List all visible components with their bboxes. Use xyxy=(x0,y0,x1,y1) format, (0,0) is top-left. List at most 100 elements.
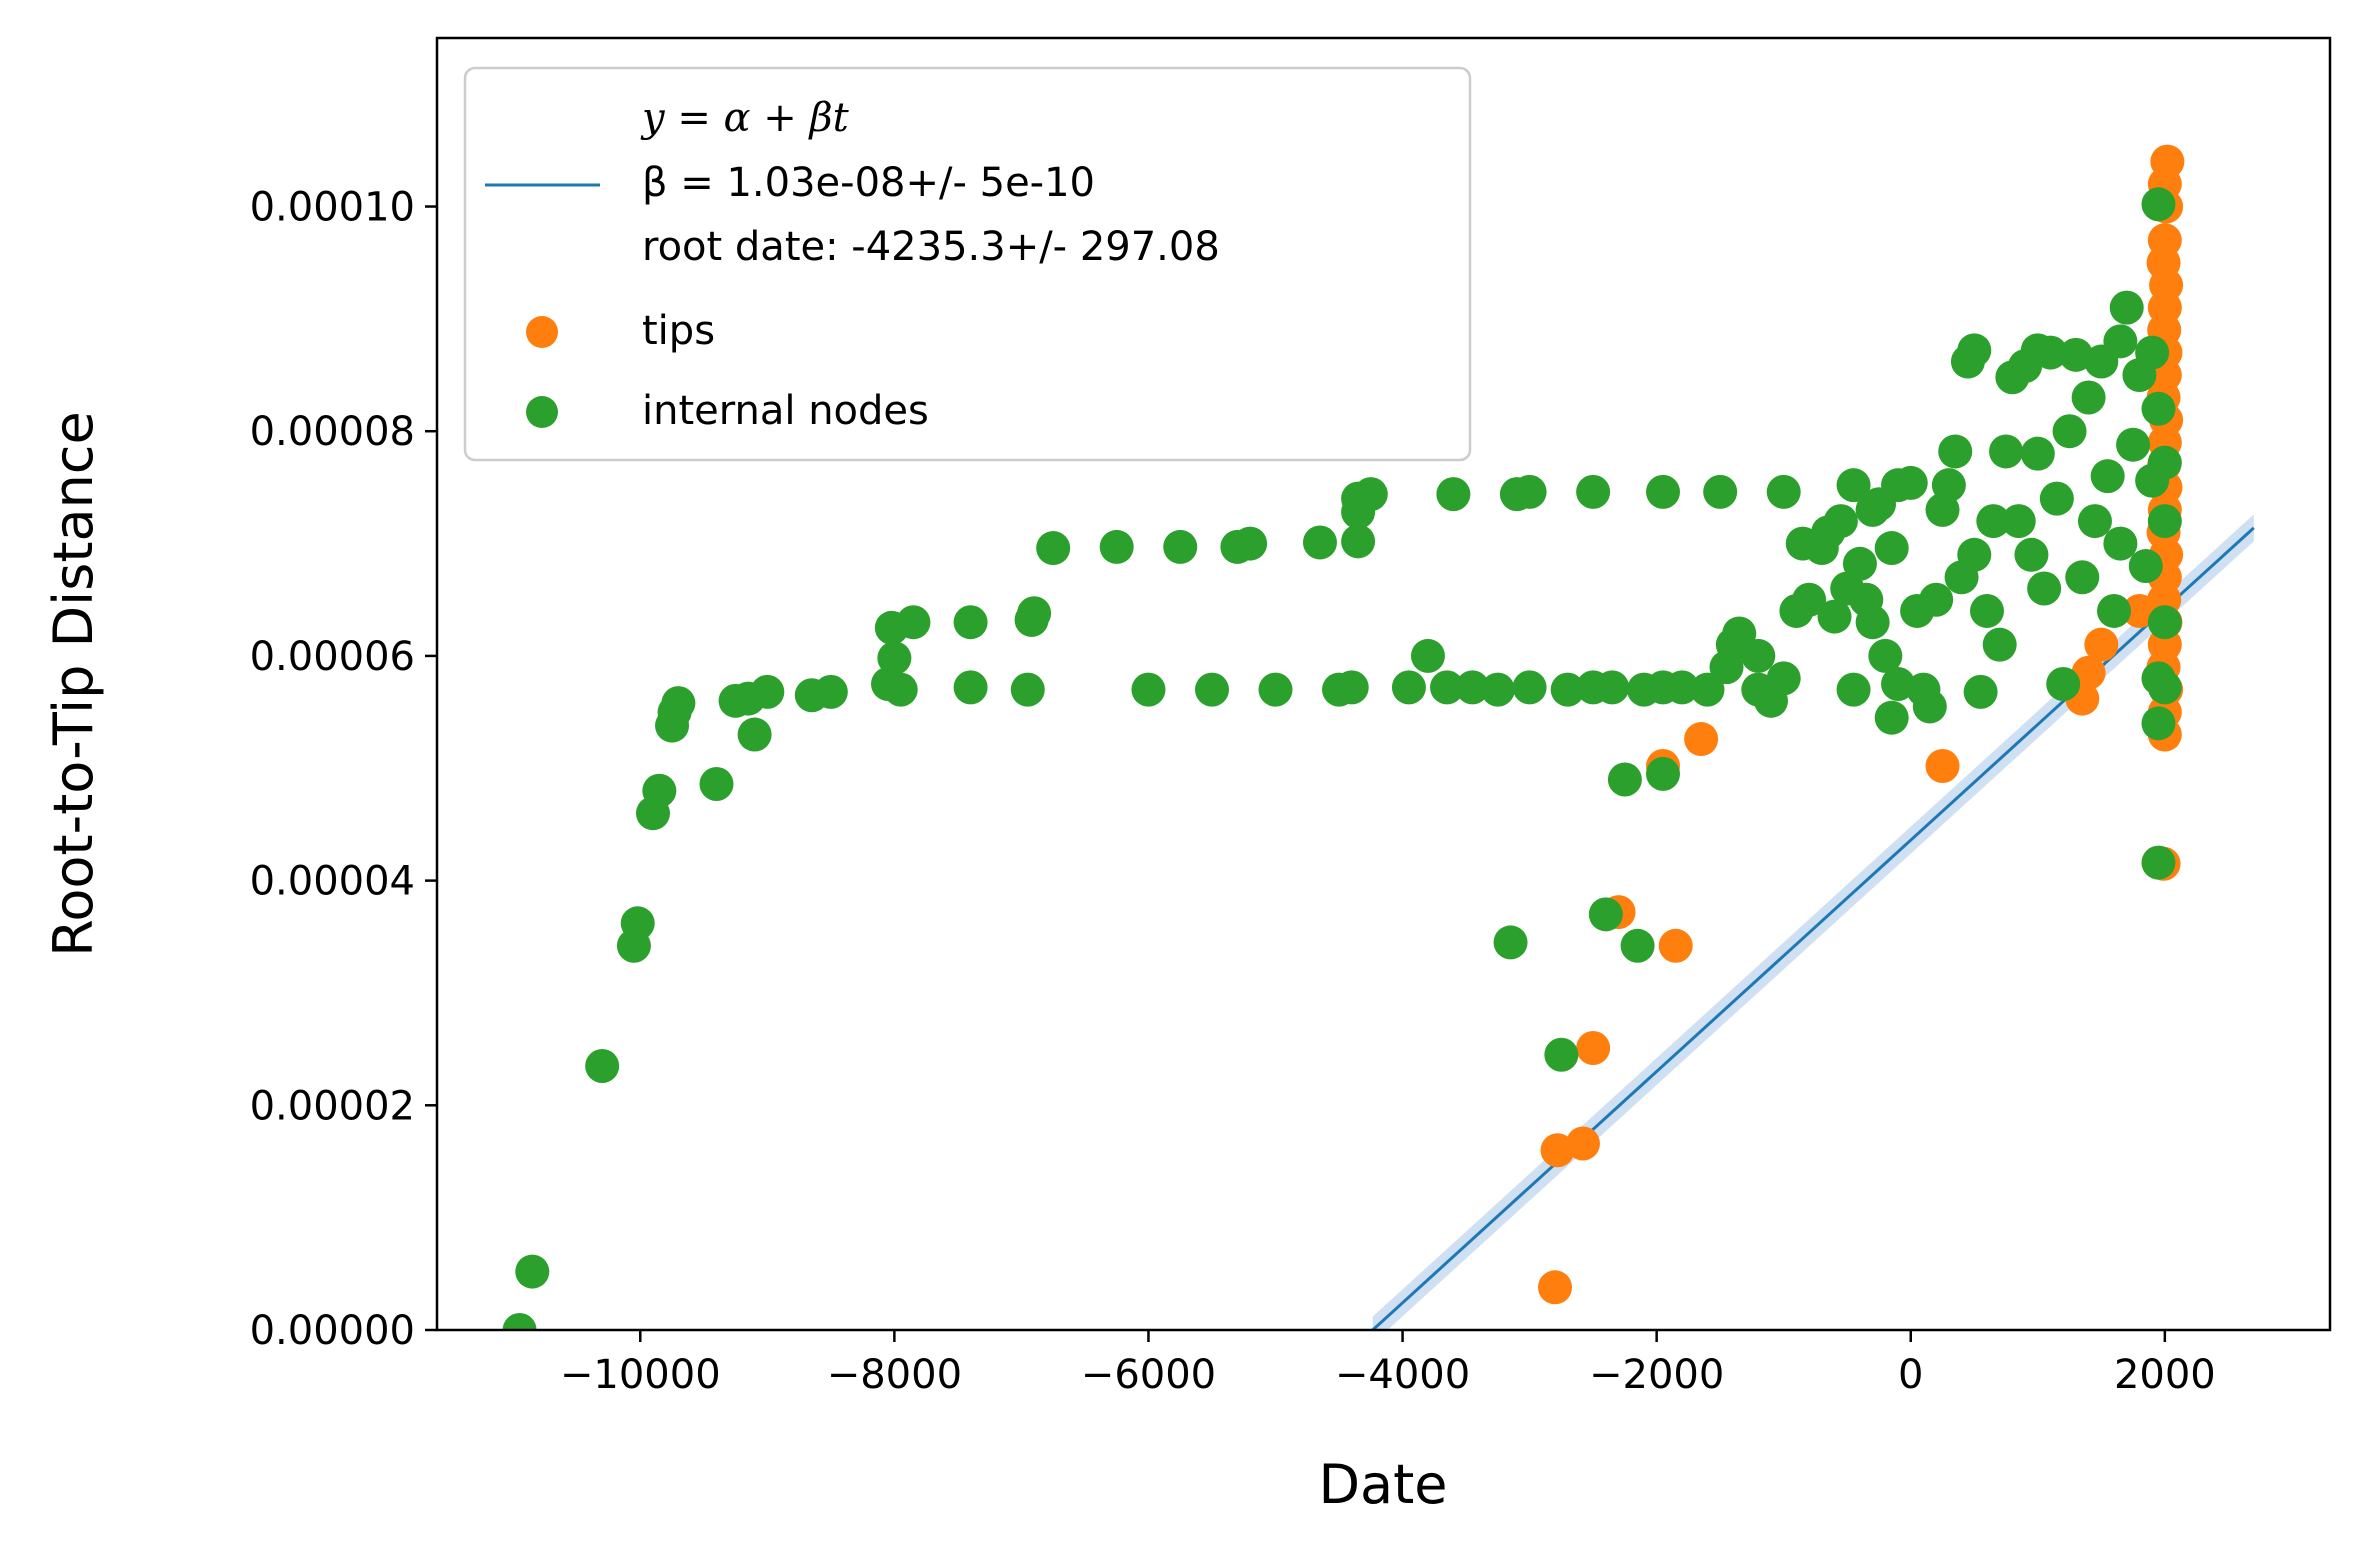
internal-node-point xyxy=(2014,537,2049,572)
internal-node-point xyxy=(1855,605,1890,640)
internal-node-point xyxy=(2116,427,2151,462)
plot-frame xyxy=(435,36,2332,1332)
internal-node-point xyxy=(2027,571,2062,606)
internal-node-point xyxy=(2033,335,2068,370)
internal-node-point xyxy=(2141,187,2176,222)
internal-node-point xyxy=(1931,468,1966,503)
x-tick-label: −10000 xyxy=(560,1352,721,1398)
internal-node-point xyxy=(2090,459,2125,494)
internal-node-point xyxy=(1836,468,1871,503)
internal-node-point xyxy=(2141,391,2176,426)
internal-node-point xyxy=(2147,670,2182,705)
legend-internal-swatch xyxy=(526,396,558,428)
internal-node-point xyxy=(1410,638,1445,673)
internal-node-point xyxy=(699,766,734,801)
internal-node-point xyxy=(515,1254,550,1289)
x-tick-label: −2000 xyxy=(1589,1352,1724,1398)
internal-node-point xyxy=(1722,616,1757,651)
internal-node-point xyxy=(737,717,772,752)
tip-point xyxy=(1540,1133,1575,1168)
internal-node-point xyxy=(1792,582,1827,617)
tip-point xyxy=(1576,1031,1611,1066)
internal-node-point xyxy=(1131,672,1166,707)
legend: y = α + βt β = 1.03e-08+/- 5e-10 root da… xyxy=(463,66,1472,462)
internal-node-point xyxy=(1823,504,1858,539)
internal-node-point xyxy=(883,672,918,707)
confidence-band xyxy=(1372,514,2254,1330)
internal-node-point xyxy=(953,605,988,640)
tip-point xyxy=(1565,1126,1600,1161)
internal-node-point xyxy=(1817,599,1852,634)
internal-node-point xyxy=(1868,638,1903,673)
plot-area xyxy=(502,144,2255,1330)
internal-node-point xyxy=(661,686,696,721)
y-tick-label: 0.00002 xyxy=(250,1083,415,1129)
y-tick-label: 0.00000 xyxy=(250,1308,415,1354)
legend-line-label-3: root date: -4235.3+/- 297.08 xyxy=(642,224,1220,270)
internal-node-point xyxy=(1341,524,1376,559)
internal-node-point xyxy=(1690,672,1725,707)
y-tick-label: 0.00008 xyxy=(250,409,415,455)
internal-node-point xyxy=(1233,526,1268,561)
internal-node-point xyxy=(1836,672,1871,707)
legend-tips-swatch xyxy=(526,316,558,348)
internal-node-point xyxy=(1607,762,1642,797)
internal-node-point xyxy=(2077,504,2112,539)
internal-node-point xyxy=(1741,638,1776,673)
internal-node-point xyxy=(1512,474,1547,509)
internal-node-point xyxy=(642,773,677,808)
internal-node-point xyxy=(1753,683,1788,718)
internal-node-point xyxy=(620,906,655,941)
x-tick-label: −6000 xyxy=(1081,1352,1216,1398)
internal-node-point xyxy=(1512,670,1547,705)
internal-node-point xyxy=(502,1313,537,1330)
internal-node-point xyxy=(1493,925,1528,960)
internal-node-point xyxy=(1588,897,1623,932)
internal-node-point xyxy=(1099,529,1134,564)
y-tick-label: 0.00010 xyxy=(250,185,415,231)
confidence-band-layer xyxy=(1372,514,2254,1330)
y-axis-label: Root-to-Tip Distance xyxy=(42,411,105,956)
internal-node-point xyxy=(1969,593,2004,628)
internal-node-point xyxy=(896,605,931,640)
internal-node-point xyxy=(1957,537,1992,572)
internal-node-point xyxy=(953,670,988,705)
legend-tips-label: tips xyxy=(642,308,715,354)
internal-node-point xyxy=(1017,596,1052,631)
internal-nodes-series xyxy=(502,187,2182,1330)
internal-node-point xyxy=(2147,445,2182,480)
internal-node-point xyxy=(1874,531,1909,566)
internal-node-point xyxy=(1194,672,1229,707)
internal-node-point xyxy=(1982,627,2017,662)
internal-node-point xyxy=(2001,504,2036,539)
y-tick-label: 0.00006 xyxy=(250,634,415,680)
internal-node-point xyxy=(1957,333,1992,368)
internal-node-point xyxy=(1766,474,1801,509)
x-axis-label: Date xyxy=(1318,1453,1447,1516)
internal-node-point xyxy=(2020,436,2055,471)
internal-node-point xyxy=(750,674,785,709)
internal-node-point xyxy=(1620,928,1655,963)
internal-node-point xyxy=(1334,670,1369,705)
internal-node-point xyxy=(1258,672,1293,707)
internal-node-point xyxy=(1646,756,1681,791)
internal-node-point xyxy=(1036,531,1071,566)
regression-line xyxy=(1371,526,2255,1330)
tip-point xyxy=(1684,722,1719,757)
internal-node-point xyxy=(1646,474,1681,509)
x-axis: −10000 −8000 −6000 −4000 −2000 0 2000 xyxy=(560,1330,2216,1398)
internal-node-point xyxy=(2039,481,2074,516)
internal-node-point xyxy=(1455,670,1490,705)
tip-point xyxy=(1658,928,1693,963)
internal-node-point xyxy=(2052,414,2087,449)
internal-node-point xyxy=(1963,674,1998,709)
internal-node-point xyxy=(2141,706,2176,741)
internal-node-point xyxy=(1881,667,1916,701)
internal-node-point xyxy=(1919,582,1954,617)
internal-node-point xyxy=(1544,1037,1579,1072)
internal-node-point xyxy=(2128,549,2163,584)
internal-node-point xyxy=(2097,593,2132,628)
legend-line-label-2: β = 1.03e-08+/- 5e-10 xyxy=(642,160,1095,206)
y-tick-label: 0.00004 xyxy=(250,859,415,905)
